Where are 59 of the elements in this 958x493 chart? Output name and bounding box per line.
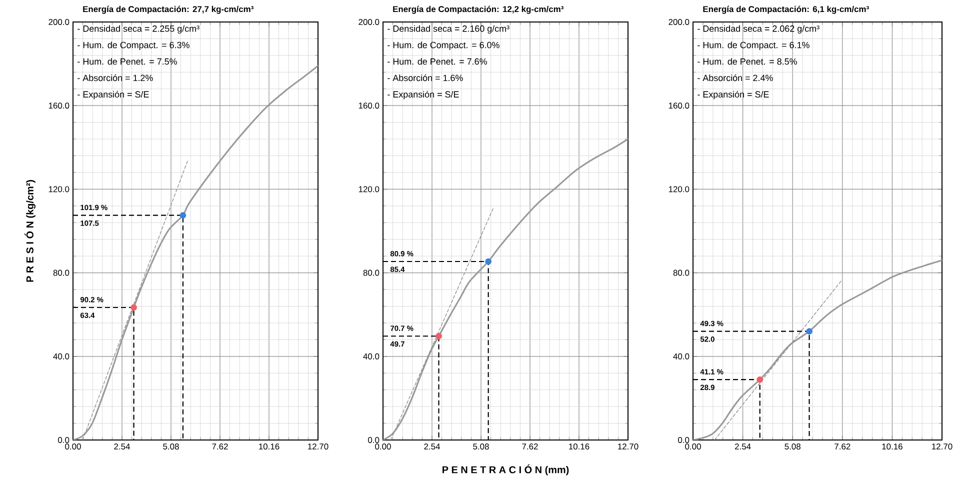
x-tick-label: 2.54 xyxy=(114,444,130,450)
line-series xyxy=(693,259,942,440)
y-tick-label: 160.0 xyxy=(48,102,70,109)
x-tick-label: 12.70 xyxy=(618,444,638,450)
x-tick-label: 7.62 xyxy=(212,444,228,450)
y-tick-label: 0.0 xyxy=(368,437,380,443)
chart-title: Energía de Compactación: 12,2 kg-cm/cm³ xyxy=(393,6,564,14)
annotation: - Absorción = 1.2% xyxy=(78,74,153,82)
y-tick-label: 200.0 xyxy=(48,19,70,25)
x-tick-label: 2.54 xyxy=(424,444,440,450)
x-tick-label: 0.00 xyxy=(685,444,701,450)
y-tick-label: 0.0 xyxy=(58,437,70,443)
y-tick-label: 120.0 xyxy=(358,186,380,192)
annotation: - Absorción = 1.6% xyxy=(388,74,463,82)
annotation: - Hum. de Compact. = 6.1% xyxy=(698,42,810,50)
x-tick-label: 10.16 xyxy=(259,444,280,450)
annotation: - Expansión = S/E xyxy=(388,90,459,100)
x-tick-label: 7.62 xyxy=(834,444,850,450)
annotation: - Hum. de Penet. = 7.5% xyxy=(78,58,177,65)
y-tick-label: 120.0 xyxy=(48,186,70,192)
x-tick-label: 0.00 xyxy=(375,444,391,450)
x-axis-title: P E N E T R A C I Ó N (mm) xyxy=(442,464,569,476)
chart-title: Energía de Compactación: 6,1 kg-cm/cm³ xyxy=(703,6,869,14)
annotation: - Densidad seca = 2.062 g/cm³ xyxy=(698,25,820,34)
y-tick-label: 160.0 xyxy=(668,102,690,109)
y-tick-label: 40.0 xyxy=(673,353,690,360)
annotation: - Hum. de Compact. = 6.0% xyxy=(388,42,500,50)
chart-title: Energía de Compactación: 27,7 kg-cm/cm³ xyxy=(83,6,254,14)
y-tick-label: 80.0 xyxy=(53,270,70,276)
y-tick-label: 160.0 xyxy=(358,102,380,109)
x-tick-label: 5.08 xyxy=(163,444,179,450)
y-tick-label: 200.0 xyxy=(358,19,380,25)
y-tick-label: 200.0 xyxy=(668,19,690,25)
annotation: - Hum. de Compact. = 6.3% xyxy=(78,42,190,50)
x-tick-label: 10.16 xyxy=(569,444,590,450)
y-tick-label: 80.0 xyxy=(673,270,690,276)
x-tick-label: 2.54 xyxy=(734,444,751,450)
y-tick-label: 80.0 xyxy=(363,270,380,276)
x-tick-label: 12.70 xyxy=(308,444,328,450)
line-series xyxy=(73,65,318,440)
x-tick-label: 10.16 xyxy=(882,444,902,450)
y-tick-label: 40.0 xyxy=(363,353,380,360)
annotation: - Densidad seca = 2.160 g/cm³ xyxy=(388,25,510,34)
annotation: - Hum. de Penet. = 8.5% xyxy=(698,58,797,65)
annotation: - Densidad seca = 2.255 g/cm³ xyxy=(78,25,200,34)
annotation: - Expansión = S/E xyxy=(698,90,769,100)
annotation: - Hum. de Penet. = 7.6% xyxy=(388,58,487,65)
y-tick-label: 120.0 xyxy=(668,186,690,192)
y-axis-title: P R E S I Ó N (kg/cm²) xyxy=(24,180,36,282)
x-tick-label: 7.62 xyxy=(522,444,538,450)
line-series xyxy=(383,138,628,440)
x-tick-label: 0.00 xyxy=(65,444,81,450)
x-tick-label: 5.08 xyxy=(784,444,800,450)
x-tick-label: 12.70 xyxy=(932,444,952,450)
annotation: - Expansión = S/E xyxy=(78,90,149,100)
annotation: - Absorción = 2.4% xyxy=(698,74,773,82)
y-tick-label: 40.0 xyxy=(53,353,70,360)
x-tick-label: 5.08 xyxy=(473,444,489,450)
y-tick-label: 0.0 xyxy=(678,437,690,443)
